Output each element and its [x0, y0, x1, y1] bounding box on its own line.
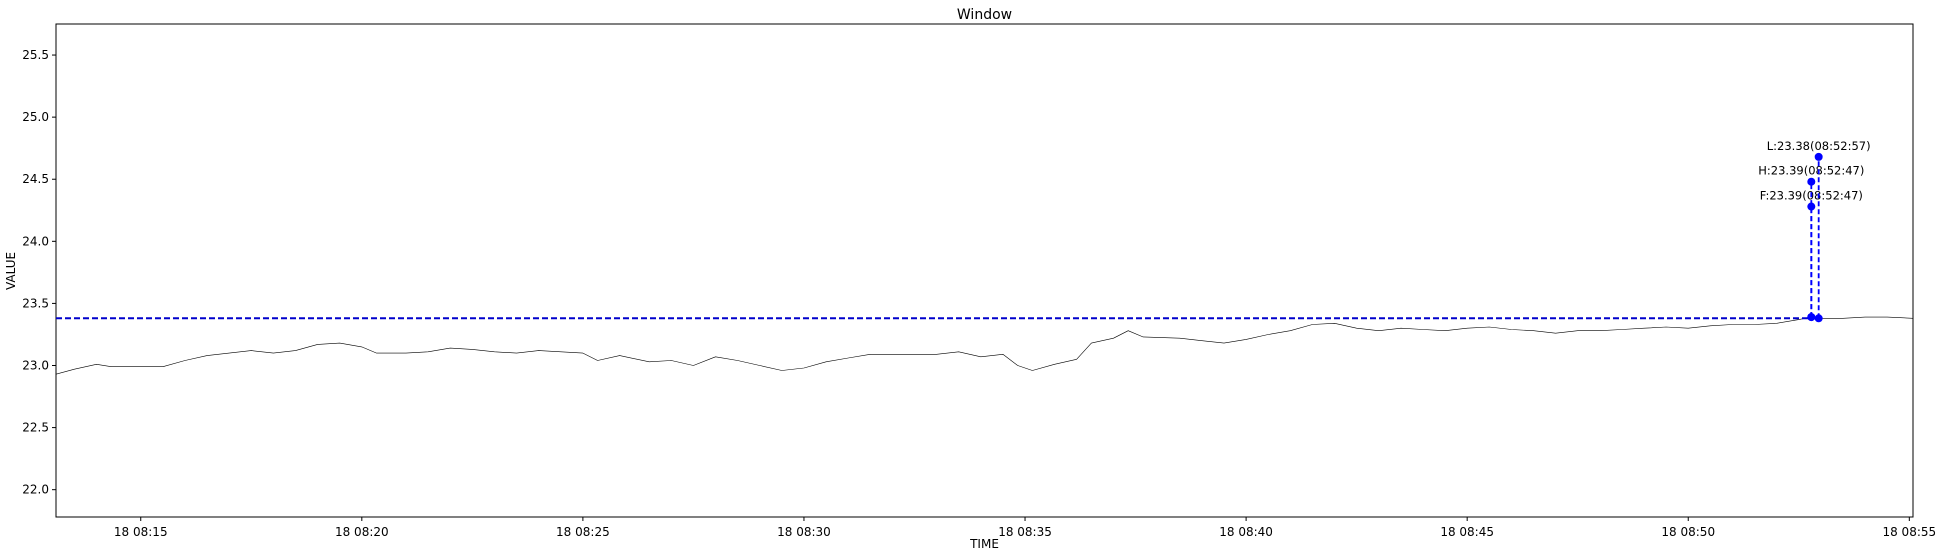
annotation-layer: F:23.39(08:52:47)H:23.39(08:52:47)L:23.3… — [56, 139, 1871, 323]
y-tick-label: 22.0 — [22, 483, 49, 497]
marker-base-point — [1814, 314, 1823, 323]
x-tick-label: 18 08:25 — [556, 525, 610, 539]
y-tick-label: 24.0 — [22, 234, 49, 248]
y-tick-label: 23.0 — [22, 358, 49, 372]
series-layer — [55, 316, 1914, 375]
marker-point — [1807, 202, 1816, 211]
y-tick-label: 24.5 — [22, 172, 49, 186]
x-tick-label: 18 08:55 — [1882, 525, 1936, 539]
x-tick-label: 18 08:35 — [998, 525, 1052, 539]
y-tick-label: 25.0 — [22, 110, 49, 124]
x-tick-label: 18 08:30 — [777, 525, 831, 539]
series-line — [55, 316, 1914, 375]
y-axis-label: VALUE — [4, 252, 18, 290]
plot-frame — [55, 23, 1914, 518]
y-tick-label: 22.5 — [22, 421, 49, 435]
marker-point — [1814, 152, 1823, 161]
x-axis: 18 08:15 18 08:20 18 08:25 18 08:30 18 08:35… — [114, 517, 1936, 539]
marker-label: H:23.39(08:52:47) — [1758, 164, 1864, 178]
x-tick-label: 18 08:40 — [1219, 525, 1273, 539]
x-tick-label: 18 08:15 — [114, 525, 168, 539]
x-tick-label: 18 08:20 — [335, 525, 389, 539]
marker-base-point — [1807, 313, 1816, 322]
chart-title: Window — [957, 7, 1012, 23]
marker-point — [1807, 177, 1816, 186]
y-axis: 22.0 22.5 23.0 23.5 24.0 24.5 25.0 25.5 — [22, 48, 56, 497]
x-tick-label: 18 08:45 — [1440, 525, 1494, 539]
x-tick-label: 18 08:50 — [1661, 525, 1715, 539]
marker-label: L:23.38(08:52:57) — [1767, 139, 1871, 153]
y-tick-label: 25.5 — [22, 48, 49, 62]
x-axis-label: TIME — [969, 537, 999, 551]
y-tick-label: 23.5 — [22, 296, 49, 310]
